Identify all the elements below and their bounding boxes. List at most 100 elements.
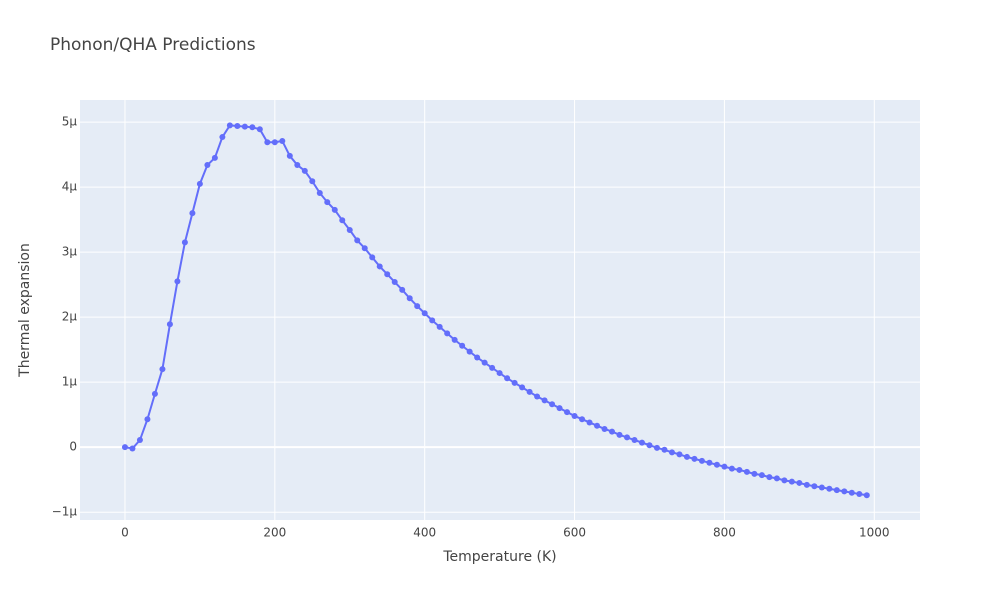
marker [818, 484, 825, 491]
y-tick-label: 4μ [62, 180, 78, 194]
marker [406, 295, 413, 302]
y-axis-label: Thermal expansion [17, 243, 33, 378]
marker [556, 405, 563, 412]
marker [728, 465, 735, 472]
marker [459, 342, 466, 349]
marker [376, 263, 383, 270]
marker [174, 278, 181, 285]
y-tick-label: −1μ [52, 505, 78, 519]
marker [256, 126, 263, 133]
marker [624, 434, 631, 441]
x-tick-label: 0 [121, 526, 129, 540]
marker [331, 206, 338, 213]
marker [301, 167, 308, 174]
marker [646, 442, 653, 449]
marker [773, 475, 780, 482]
marker [691, 455, 698, 462]
marker [631, 437, 638, 444]
marker [189, 210, 196, 217]
marker [848, 489, 855, 496]
marker [781, 477, 788, 484]
marker [796, 479, 803, 486]
x-tick-label: 200 [263, 526, 286, 540]
marker [751, 470, 758, 477]
marker [489, 364, 496, 371]
marker [264, 139, 271, 146]
marker [444, 330, 451, 337]
marker [713, 461, 720, 468]
marker [736, 466, 743, 473]
marker [638, 439, 645, 446]
marker [586, 419, 593, 426]
marker [474, 354, 481, 361]
y-tick-label: 5μ [62, 115, 78, 129]
marker [653, 444, 660, 451]
marker [151, 390, 158, 397]
marker [841, 488, 848, 495]
marker [609, 428, 616, 435]
marker [241, 123, 248, 130]
marker [863, 492, 870, 499]
marker [856, 490, 863, 497]
marker [601, 425, 608, 432]
marker [481, 359, 488, 366]
marker [519, 384, 526, 391]
x-tick-label: 1000 [859, 526, 890, 540]
marker [721, 463, 728, 470]
marker [706, 459, 713, 466]
marker [451, 336, 458, 343]
x-tick-label: 400 [413, 526, 436, 540]
marker [144, 416, 151, 423]
chart-title: Phonon/QHA Predictions [50, 35, 256, 55]
marker [399, 286, 406, 293]
marker [361, 245, 368, 252]
x-axis-label: Temperature (K) [442, 549, 556, 565]
marker [309, 178, 316, 185]
marker [766, 474, 773, 481]
marker [166, 321, 173, 328]
marker [541, 397, 548, 404]
marker [676, 451, 683, 458]
marker [511, 379, 518, 386]
marker [811, 483, 818, 490]
y-tick-label: 3μ [62, 245, 78, 259]
marker [211, 154, 218, 161]
marker [833, 487, 840, 494]
marker [279, 137, 286, 144]
marker [294, 162, 301, 169]
marker [504, 375, 511, 382]
marker [316, 189, 323, 196]
marker [549, 401, 556, 408]
marker [121, 444, 128, 451]
marker [564, 409, 571, 416]
marker [683, 453, 690, 460]
marker [181, 239, 188, 246]
marker [668, 449, 675, 456]
marker [196, 180, 203, 187]
marker [534, 393, 541, 400]
line [124, 124, 867, 497]
marker [436, 323, 443, 330]
marker [226, 122, 233, 129]
marker [743, 468, 750, 475]
marker [369, 254, 376, 261]
marker [354, 237, 361, 244]
marker [826, 485, 833, 492]
marker [594, 422, 601, 429]
y-tick-label: 2μ [62, 310, 78, 324]
marker [758, 472, 765, 479]
y-tick-label: 0 [69, 440, 77, 454]
marker [579, 416, 586, 423]
marker [286, 152, 293, 159]
y-tick-label: 1μ [62, 375, 78, 389]
marker [571, 412, 578, 419]
marker [466, 348, 473, 355]
marker [324, 199, 331, 206]
marker [219, 134, 226, 141]
marker [339, 217, 346, 224]
marker [414, 303, 421, 310]
marker [661, 446, 668, 453]
marker [346, 227, 353, 234]
marker [271, 139, 278, 146]
marker [421, 310, 428, 317]
